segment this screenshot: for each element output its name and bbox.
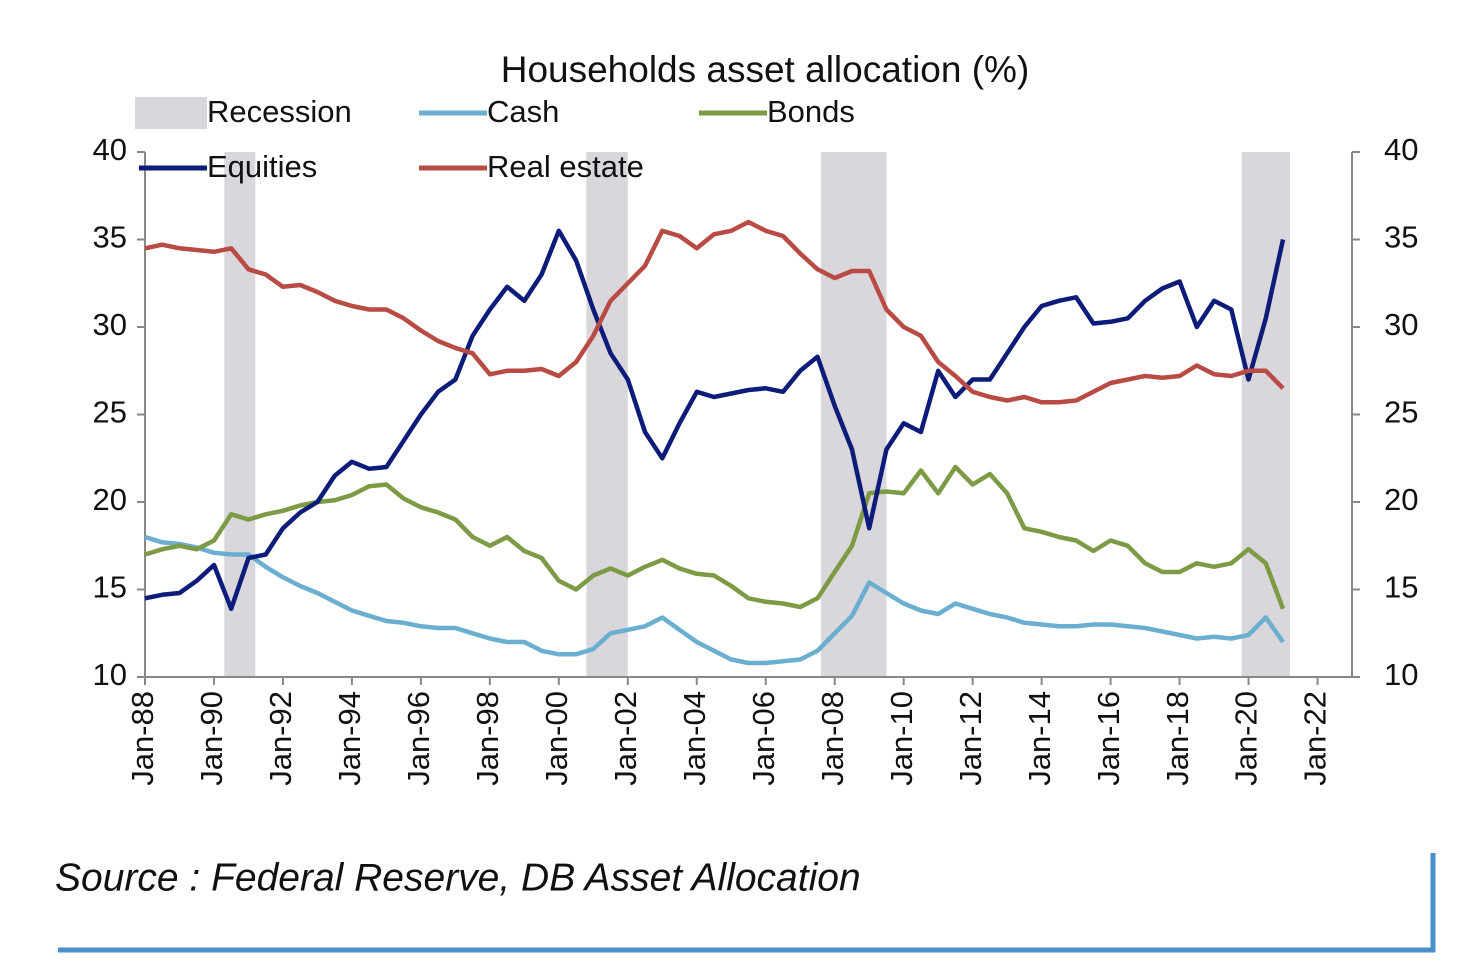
x-tick-label: Jan-02 [608,691,643,786]
y2-tick-label: 10 [1384,657,1418,692]
x-tick-label: Jan-90 [194,691,229,786]
legend-label: Cash [487,94,559,129]
y2-tick-label: 30 [1384,307,1418,342]
series-line [144,228,1286,612]
x-tick-label: Jan-20 [1229,691,1264,786]
x-tick-label: Jan-16 [1091,691,1126,786]
legend-label: Real estate [487,149,644,184]
chart-title: Households asset allocation (%) [501,49,1030,90]
y2-tick-label: 35 [1384,220,1418,255]
y-tick-label: 40 [93,132,127,167]
y-tick-label: 30 [93,307,127,342]
series-line [144,534,1285,666]
x-tick-label: Jan-92 [263,691,298,786]
legend-label: Equities [207,149,317,184]
recession-band [586,152,628,677]
x-tick-label: Jan-14 [1022,691,1057,786]
recession-band [820,152,887,677]
recession-band [1241,152,1290,677]
x-tick-label: Jan-96 [401,691,436,786]
x-tick-label: Jan-18 [1160,691,1195,786]
legend-swatch [135,97,207,129]
source: Source : Federal Reserve, DB Asset Alloc… [55,856,861,899]
y-tick-label: 15 [93,570,127,605]
legend-label: Bonds [767,94,855,129]
y2-tick-label: 15 [1384,570,1418,605]
x-tick-label: Jan-00 [539,691,574,786]
x-tick-label: Jan-04 [677,691,712,786]
x-tick-label: Jan-88 [125,691,160,786]
y-tick-label: 25 [93,395,127,430]
y2-tick-label: 40 [1384,132,1418,167]
x-tick-label: Jan-10 [884,691,919,786]
x-tick-label: Jan-06 [746,691,781,786]
x-tick-label: Jan-94 [332,691,367,786]
y-tick-label: 35 [93,220,127,255]
y-tick-label: 20 [93,482,127,517]
y2-tick-label: 20 [1384,482,1418,517]
x-tick-label: Jan-12 [953,691,988,786]
y2-tick-label: 25 [1384,395,1418,430]
series-line [144,464,1286,610]
series-line [144,219,1285,405]
x-tick-label: Jan-22 [1298,691,1333,786]
x-tick-label: Jan-98 [470,691,505,786]
x-tick-label: Jan-08 [815,691,850,786]
legend-label: Recession [207,94,352,129]
y-tick-label: 10 [93,657,127,692]
